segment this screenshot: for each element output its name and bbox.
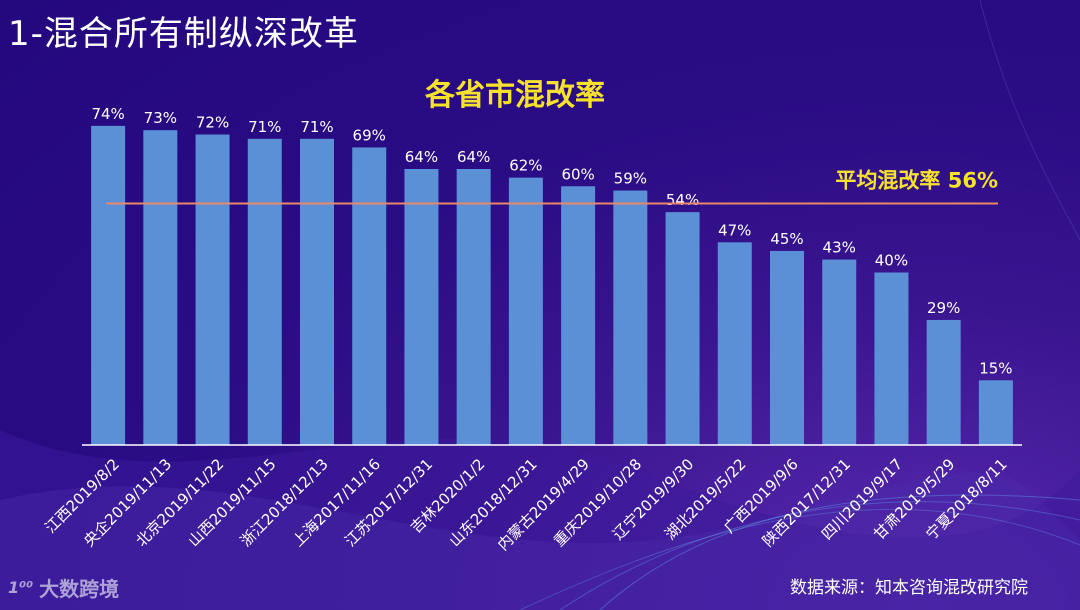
bar	[404, 169, 439, 445]
bar	[300, 138, 334, 445]
data-label: 29%	[927, 299, 960, 317]
data-label: 60%	[561, 165, 594, 183]
brand-name: 大数跨境	[39, 577, 120, 601]
data-label: 47%	[718, 221, 751, 239]
x-tick-label: 北京2019/11/22	[132, 455, 227, 550]
bar	[456, 169, 491, 445]
bar	[770, 250, 804, 445]
data-label: 64%	[405, 148, 438, 166]
bar	[561, 186, 596, 445]
data-label: 59%	[614, 170, 647, 188]
data-label: 73%	[144, 109, 177, 127]
x-tick-label: 央企2019/11/13	[80, 455, 175, 550]
bar	[247, 138, 282, 445]
x-tick-label: 重庆2019/10/28	[550, 455, 645, 550]
page-title: 1-混合所有制纵深改革	[8, 14, 359, 54]
bar	[822, 259, 857, 445]
data-label: 62%	[509, 157, 542, 175]
average-label: 平均混改率 56%	[835, 169, 998, 193]
data-label: 64%	[457, 148, 490, 166]
bar	[143, 130, 178, 445]
data-label: 71%	[300, 118, 333, 136]
data-label: 45%	[770, 230, 803, 248]
data-label: 72%	[196, 114, 229, 132]
x-tick-label: 山西2019/11/15	[185, 455, 280, 550]
bar	[195, 134, 230, 445]
data-source-note: 数据来源：知本咨询混改研究院	[790, 578, 1028, 598]
data-label: 15%	[979, 359, 1012, 377]
bar	[665, 212, 700, 445]
bar	[978, 380, 1013, 445]
data-label: 40%	[875, 252, 908, 270]
x-tick-label: 浙江2018/12/13	[237, 455, 332, 550]
x-tick-label: 内蒙古2019/4/29	[494, 455, 593, 554]
x-tick-label: 江苏2017/12/31	[341, 455, 436, 550]
x-tick-label: 山东2018/12/31	[446, 455, 541, 550]
data-label: 74%	[91, 105, 124, 123]
bar	[352, 147, 387, 445]
bar	[717, 242, 752, 445]
bar	[613, 190, 648, 445]
bar	[874, 272, 909, 445]
x-tick-label: 陕西2017/12/31	[759, 455, 854, 550]
bar	[926, 319, 961, 445]
bar	[508, 177, 543, 445]
data-label: 69%	[353, 126, 386, 144]
x-tick-label: 上海2017/11/16	[289, 455, 384, 550]
brand-watermark: 1⁰⁰ 大数跨境	[8, 573, 119, 602]
data-label: 71%	[248, 118, 281, 136]
data-label: 43%	[823, 239, 856, 257]
brand-logo-icon: 1⁰⁰	[8, 578, 34, 597]
chart-title: 各省市混改率	[425, 78, 605, 113]
data-label: 54%	[666, 191, 699, 209]
bar	[91, 125, 126, 445]
